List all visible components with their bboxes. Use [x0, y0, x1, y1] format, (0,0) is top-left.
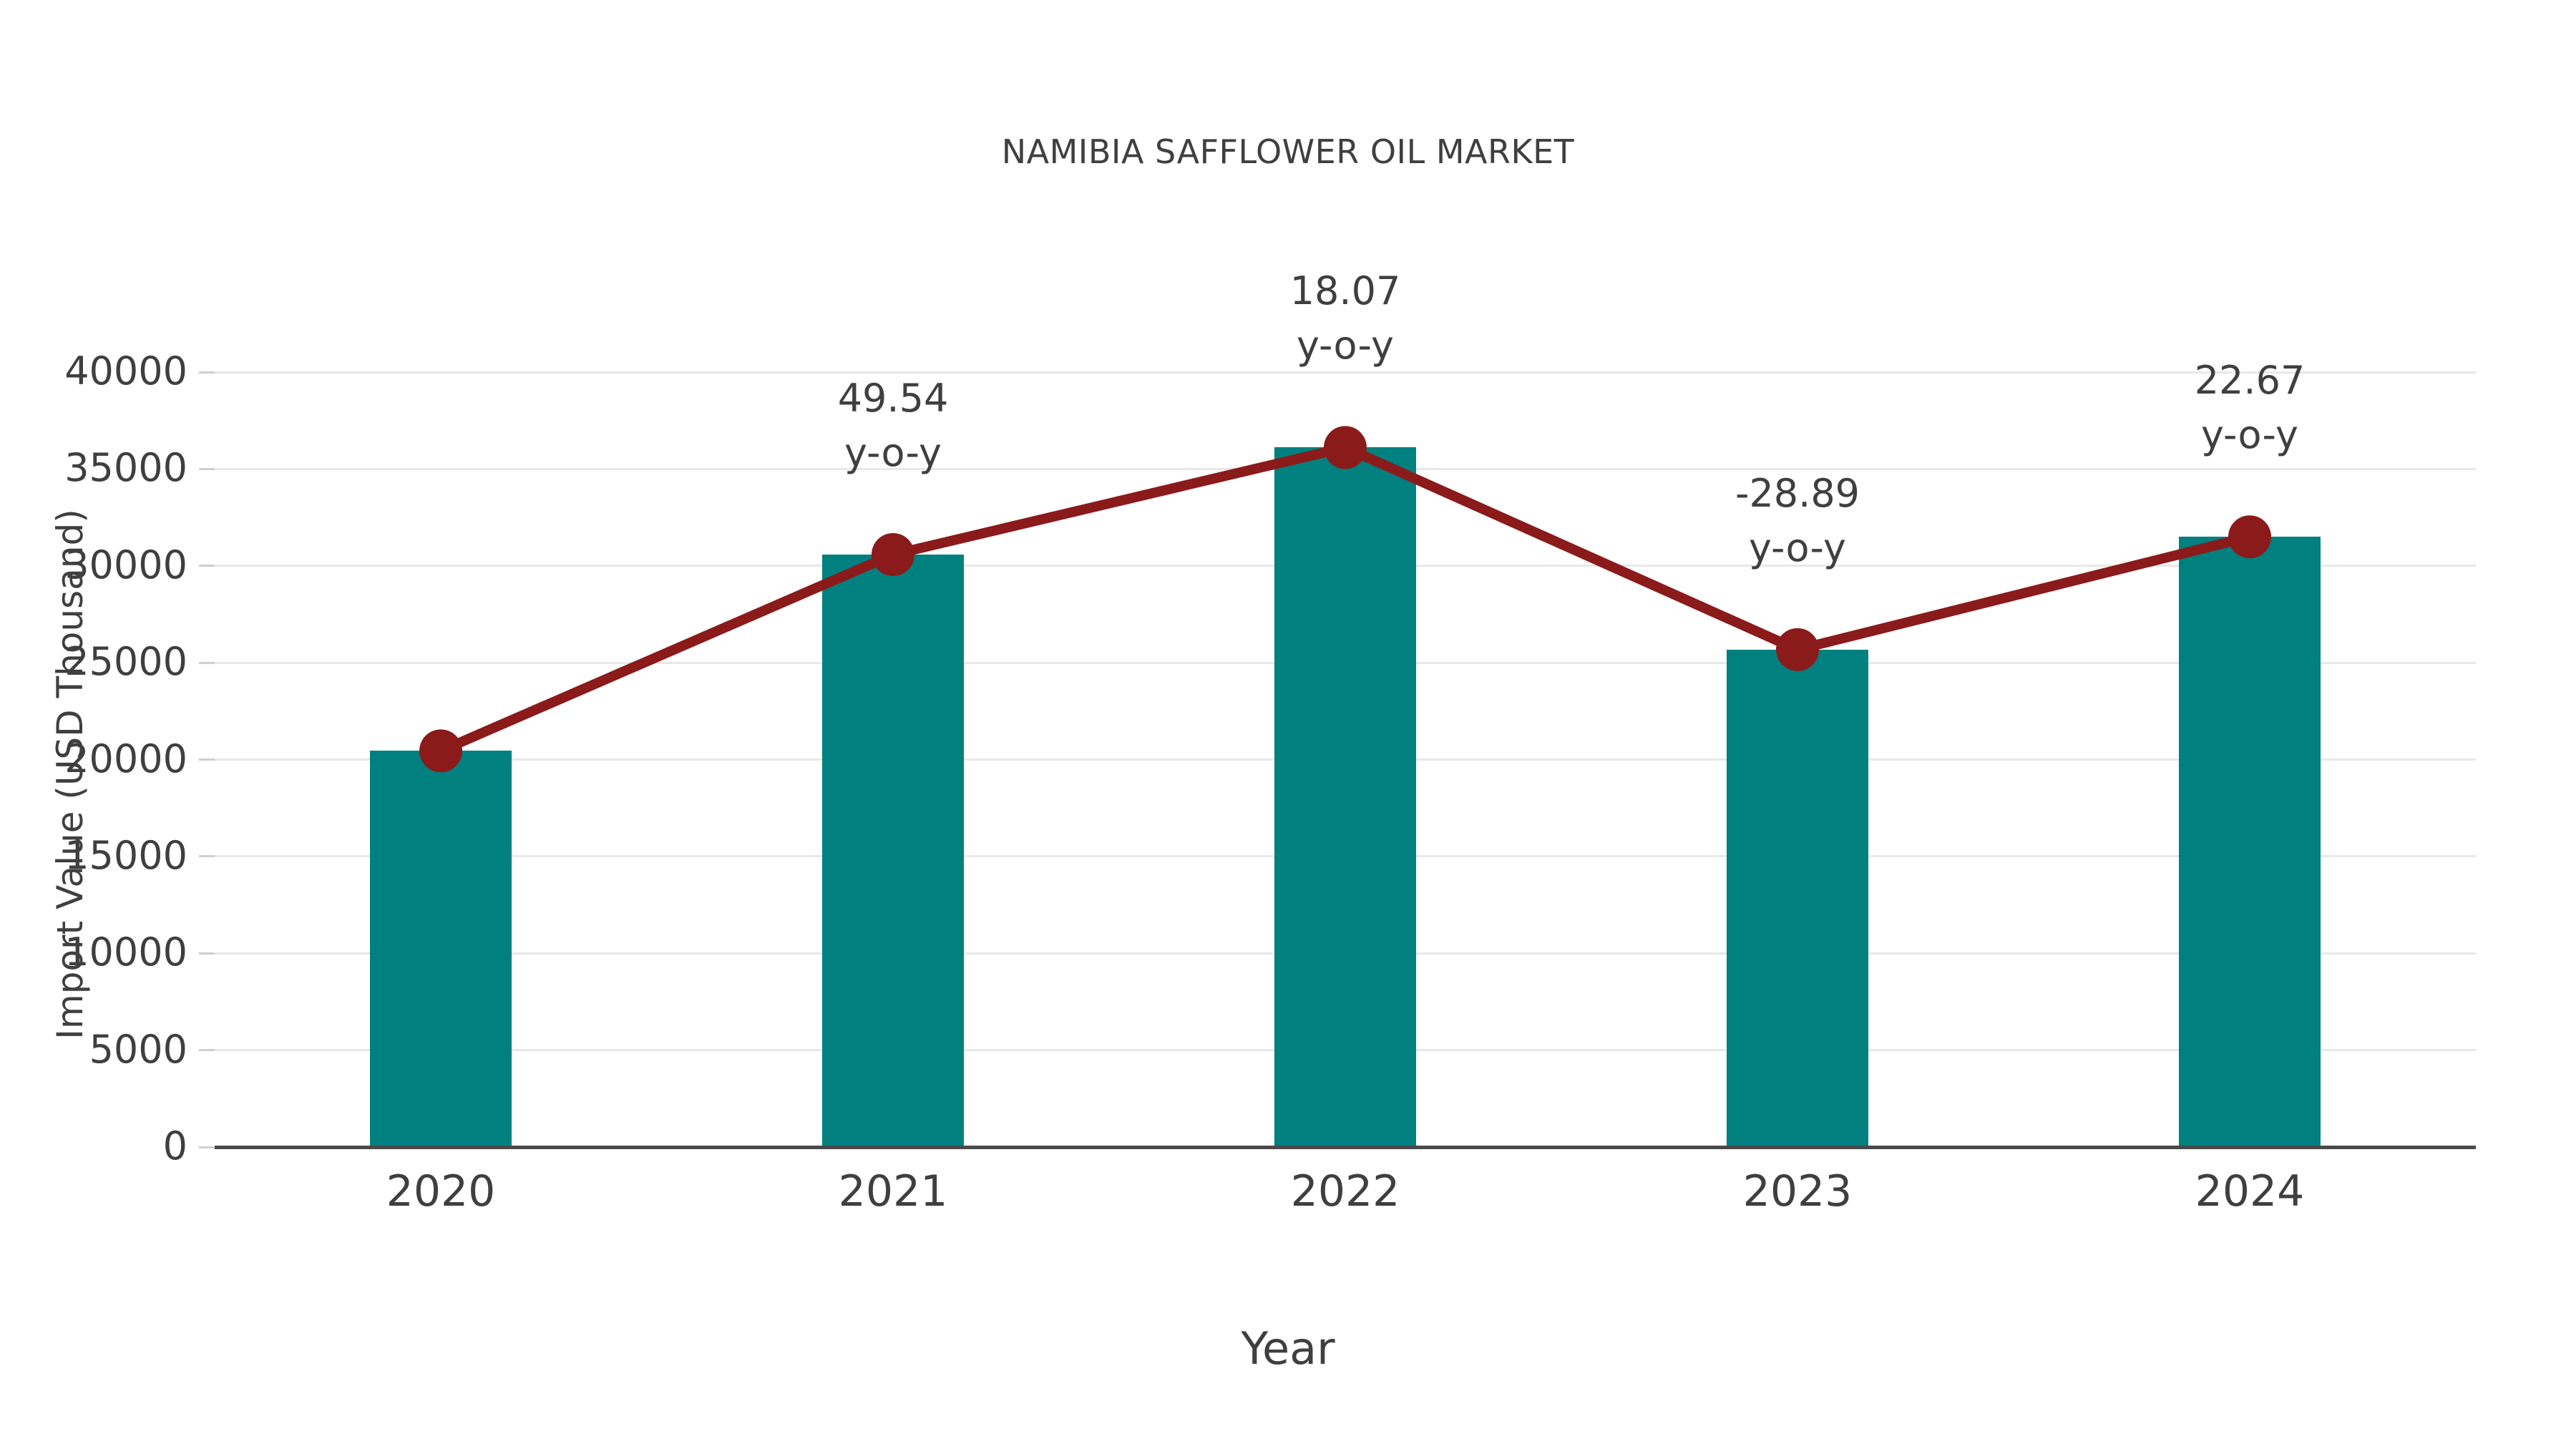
plot-area: [215, 371, 2476, 1147]
annotation-sub-2022: y-o-y: [1296, 323, 1395, 369]
annotation-2022: 18.07 y-o-y: [1195, 268, 1496, 368]
y-tick-mark: [199, 952, 215, 955]
annotation-sub-2021: y-o-y: [844, 429, 942, 475]
y-tick-mark: [199, 565, 215, 567]
y-tick-label: 30000: [64, 542, 187, 587]
annotation-value-2024: 22.67: [2194, 358, 2306, 404]
x-tick-label-2020: 2020: [386, 1166, 496, 1216]
y-tick-mark: [199, 661, 215, 664]
annotation-sub-2023: y-o-y: [1748, 525, 1847, 570]
y-tick-mark: [199, 855, 215, 858]
annotation-value-2022: 18.07: [1289, 268, 1401, 314]
bar-2022: [1274, 447, 1416, 1147]
x-tick-label-2021: 2021: [838, 1166, 948, 1216]
y-tick-mark: [199, 1049, 215, 1052]
x-axis-line: [215, 1146, 2476, 1149]
annotation-2024: 22.67 y-o-y: [2099, 358, 2400, 457]
y-tick-label: 10000: [64, 930, 187, 975]
chart-title: NAMIBIA SAFFLOWER OIL MARKET: [1001, 132, 1575, 171]
y-tick-mark: [199, 1146, 215, 1148]
bar-2023: [1727, 649, 1868, 1147]
y-tick-label: 5000: [89, 1026, 187, 1072]
y-tick-label: 35000: [64, 445, 187, 491]
y-tick-label: 20000: [64, 736, 187, 781]
annotation-value-2021: 49.54: [837, 376, 949, 421]
y-tick-label: 40000: [64, 348, 187, 394]
y-tick-mark: [199, 371, 215, 374]
y-tick-label: 0: [162, 1123, 187, 1169]
annotation-2023: -28.89 y-o-y: [1647, 471, 1948, 570]
y-tick-label: 25000: [64, 639, 187, 685]
x-tick-label-2022: 2022: [1290, 1166, 1400, 1216]
bar-2020: [370, 751, 512, 1147]
y-tick-mark: [199, 467, 215, 470]
y-tick-mark: [199, 758, 215, 761]
annotation-2021: 49.54 y-o-y: [743, 376, 1043, 475]
x-tick-label-2023: 2023: [1742, 1166, 1853, 1216]
y-tick-label: 15000: [64, 832, 187, 878]
x-tick-label-2024: 2024: [2195, 1166, 2305, 1216]
bar-2024: [2179, 537, 2321, 1147]
x-axis-label: Year: [1241, 1322, 1335, 1375]
annotation-value-2023: -28.89: [1735, 470, 1860, 516]
annotation-sub-2024: y-o-y: [2200, 411, 2299, 457]
bar-2021: [822, 555, 964, 1147]
gridline: [215, 371, 2476, 374]
